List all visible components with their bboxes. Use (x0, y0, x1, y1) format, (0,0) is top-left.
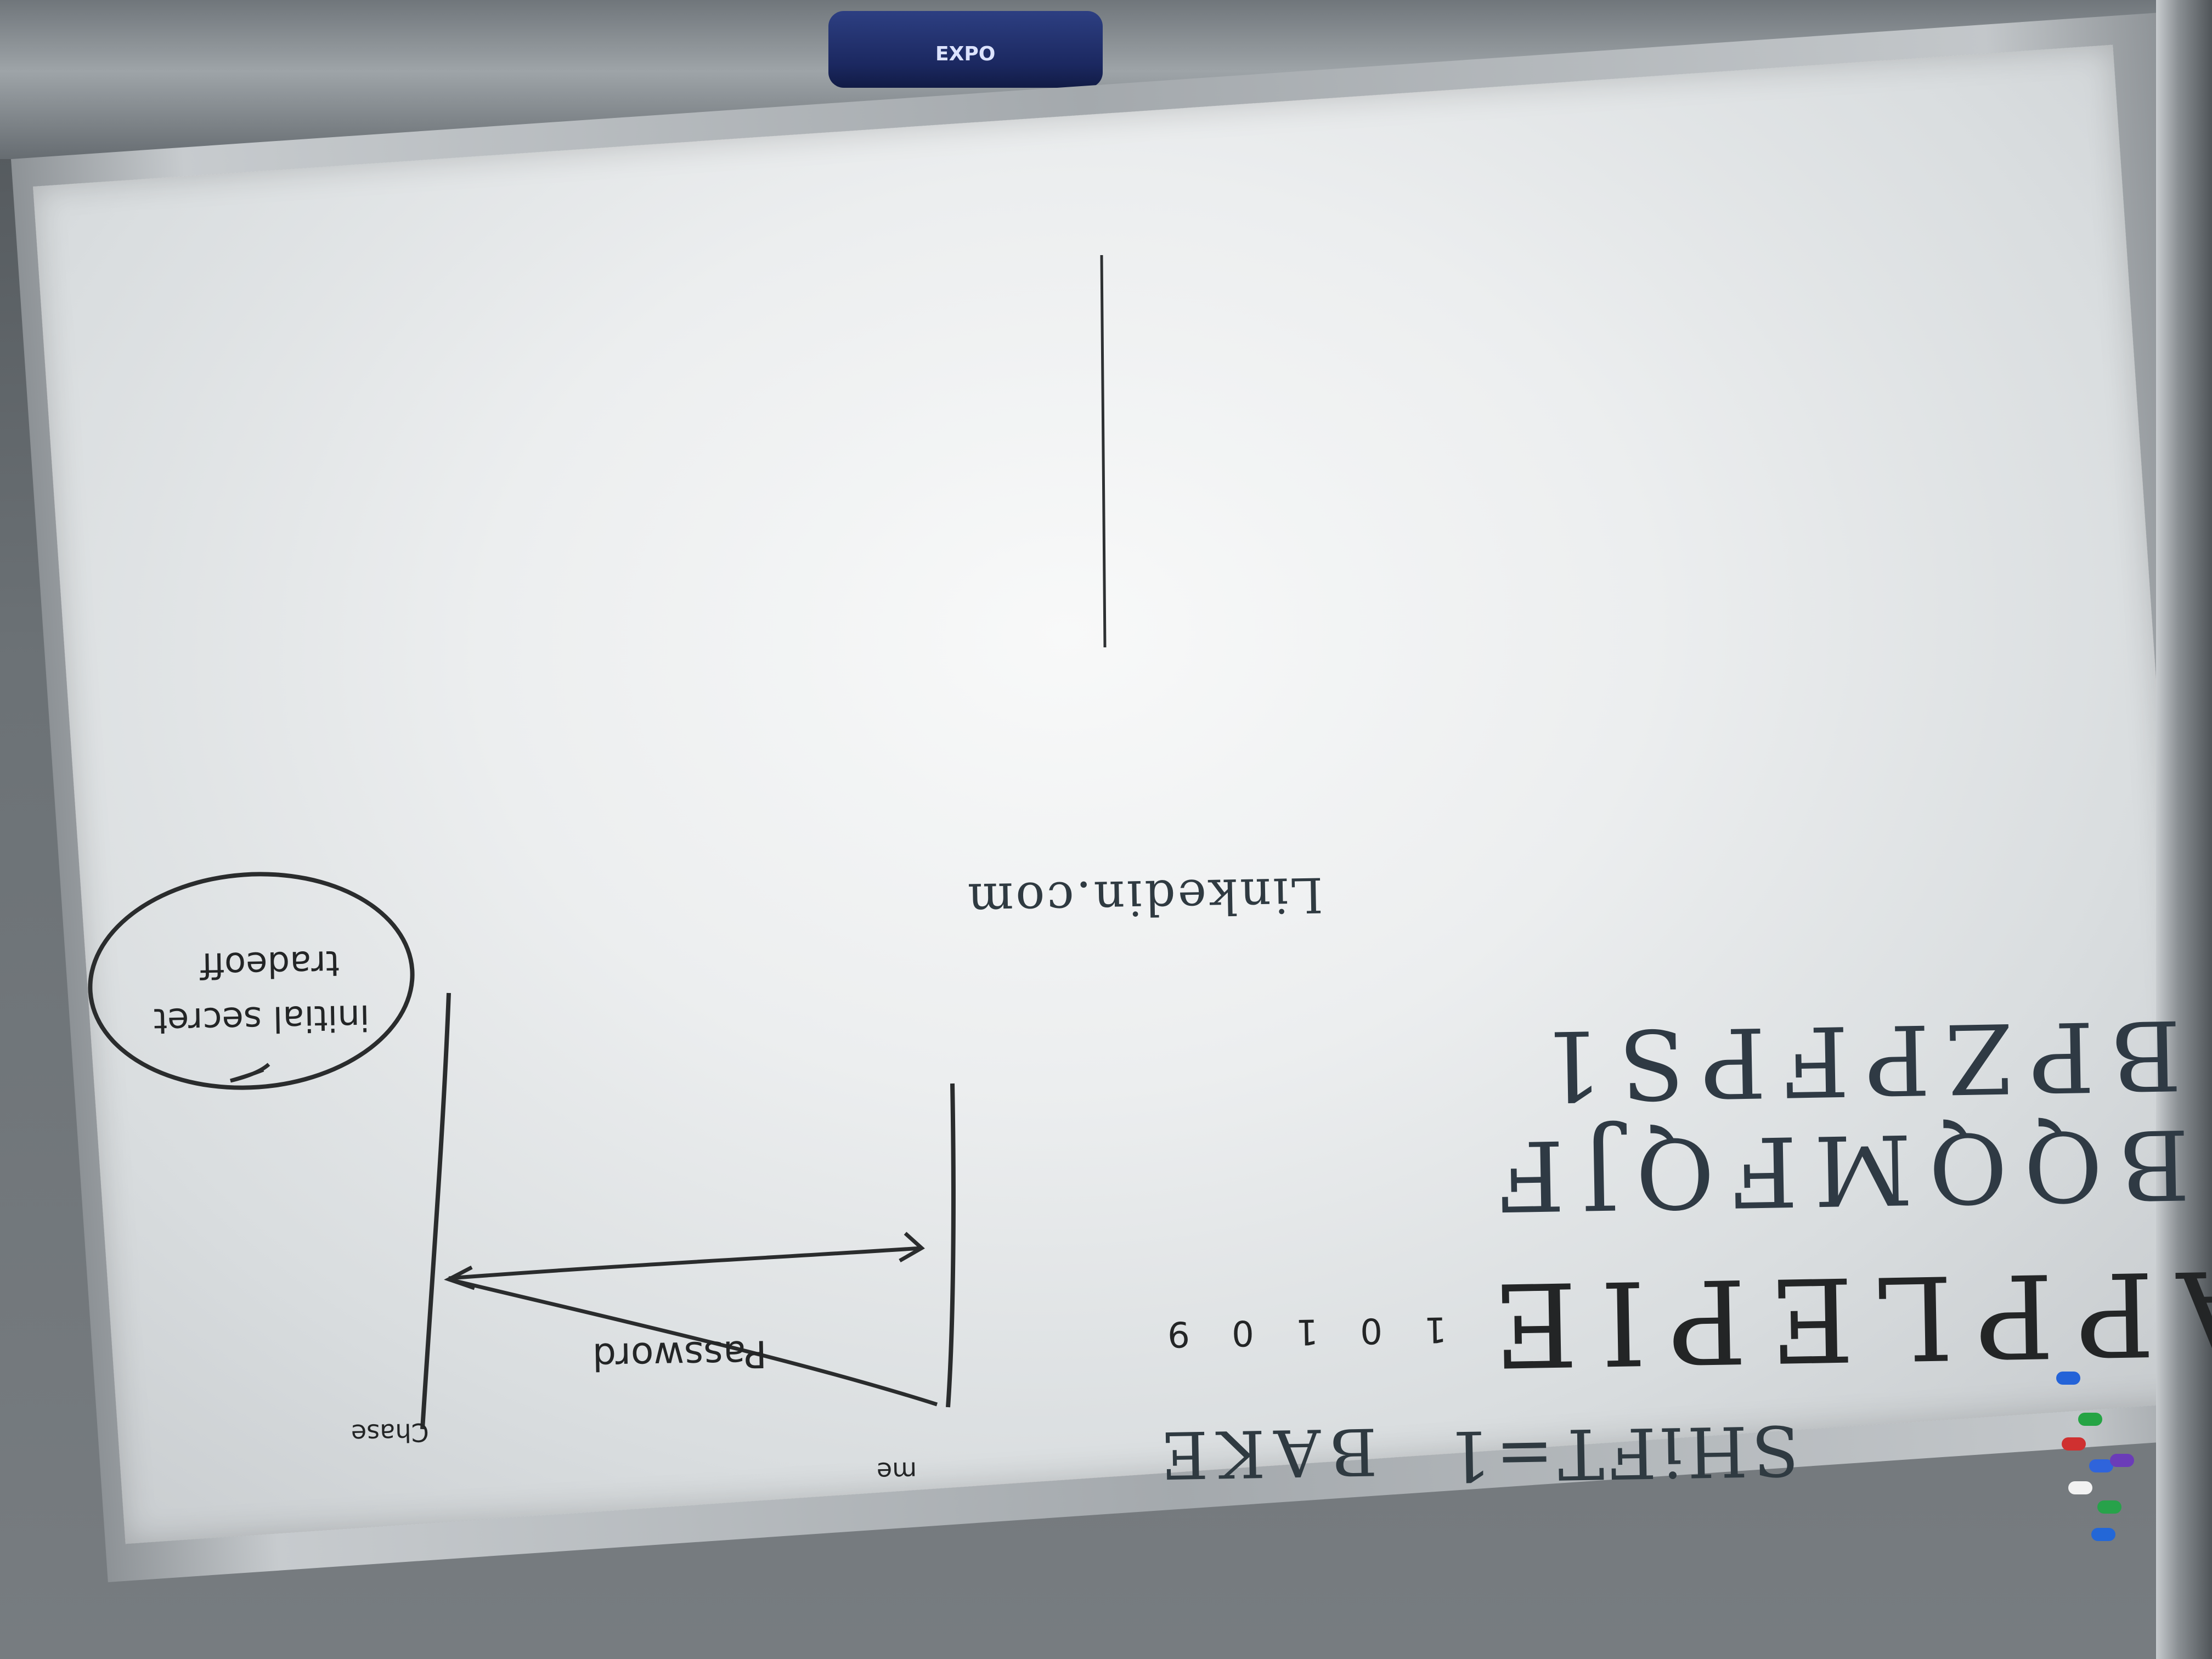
marker-icon (828, 11, 1103, 88)
marker-brand-label: EXPO (935, 43, 996, 65)
bake-text: BAKE (1151, 1413, 1378, 1493)
pin-blue3 (2091, 1528, 2115, 1541)
oval-line2-text: tradeoff (200, 942, 340, 986)
me-text: me (876, 1456, 917, 1487)
push-pins (2045, 1361, 2144, 1542)
board-right-edge (2156, 0, 2212, 1659)
chase-text: Chase (351, 1417, 430, 1449)
linkedin-text: Linkedin.com (965, 866, 1324, 929)
password-text: Password (592, 1331, 768, 1378)
pin-white (2068, 1481, 2092, 1494)
pin-blue (2056, 1372, 2080, 1385)
pin-purple (2110, 1454, 2134, 1467)
numbers-text: 1 0 1 0 9 (1152, 1308, 1447, 1355)
oval-line1-text: initial secret (153, 996, 370, 1041)
pin-blue2 (2089, 1459, 2113, 1472)
shift-text: SHiFT=1 (1442, 1409, 1800, 1497)
row2-text: BQQMFQJF (1480, 1107, 2191, 1232)
row3-text: BPZPFPS1 (1524, 998, 2182, 1121)
pin-green (2078, 1413, 2102, 1426)
pin-red (2062, 1437, 2086, 1451)
pin-green2 (2097, 1500, 2121, 1514)
